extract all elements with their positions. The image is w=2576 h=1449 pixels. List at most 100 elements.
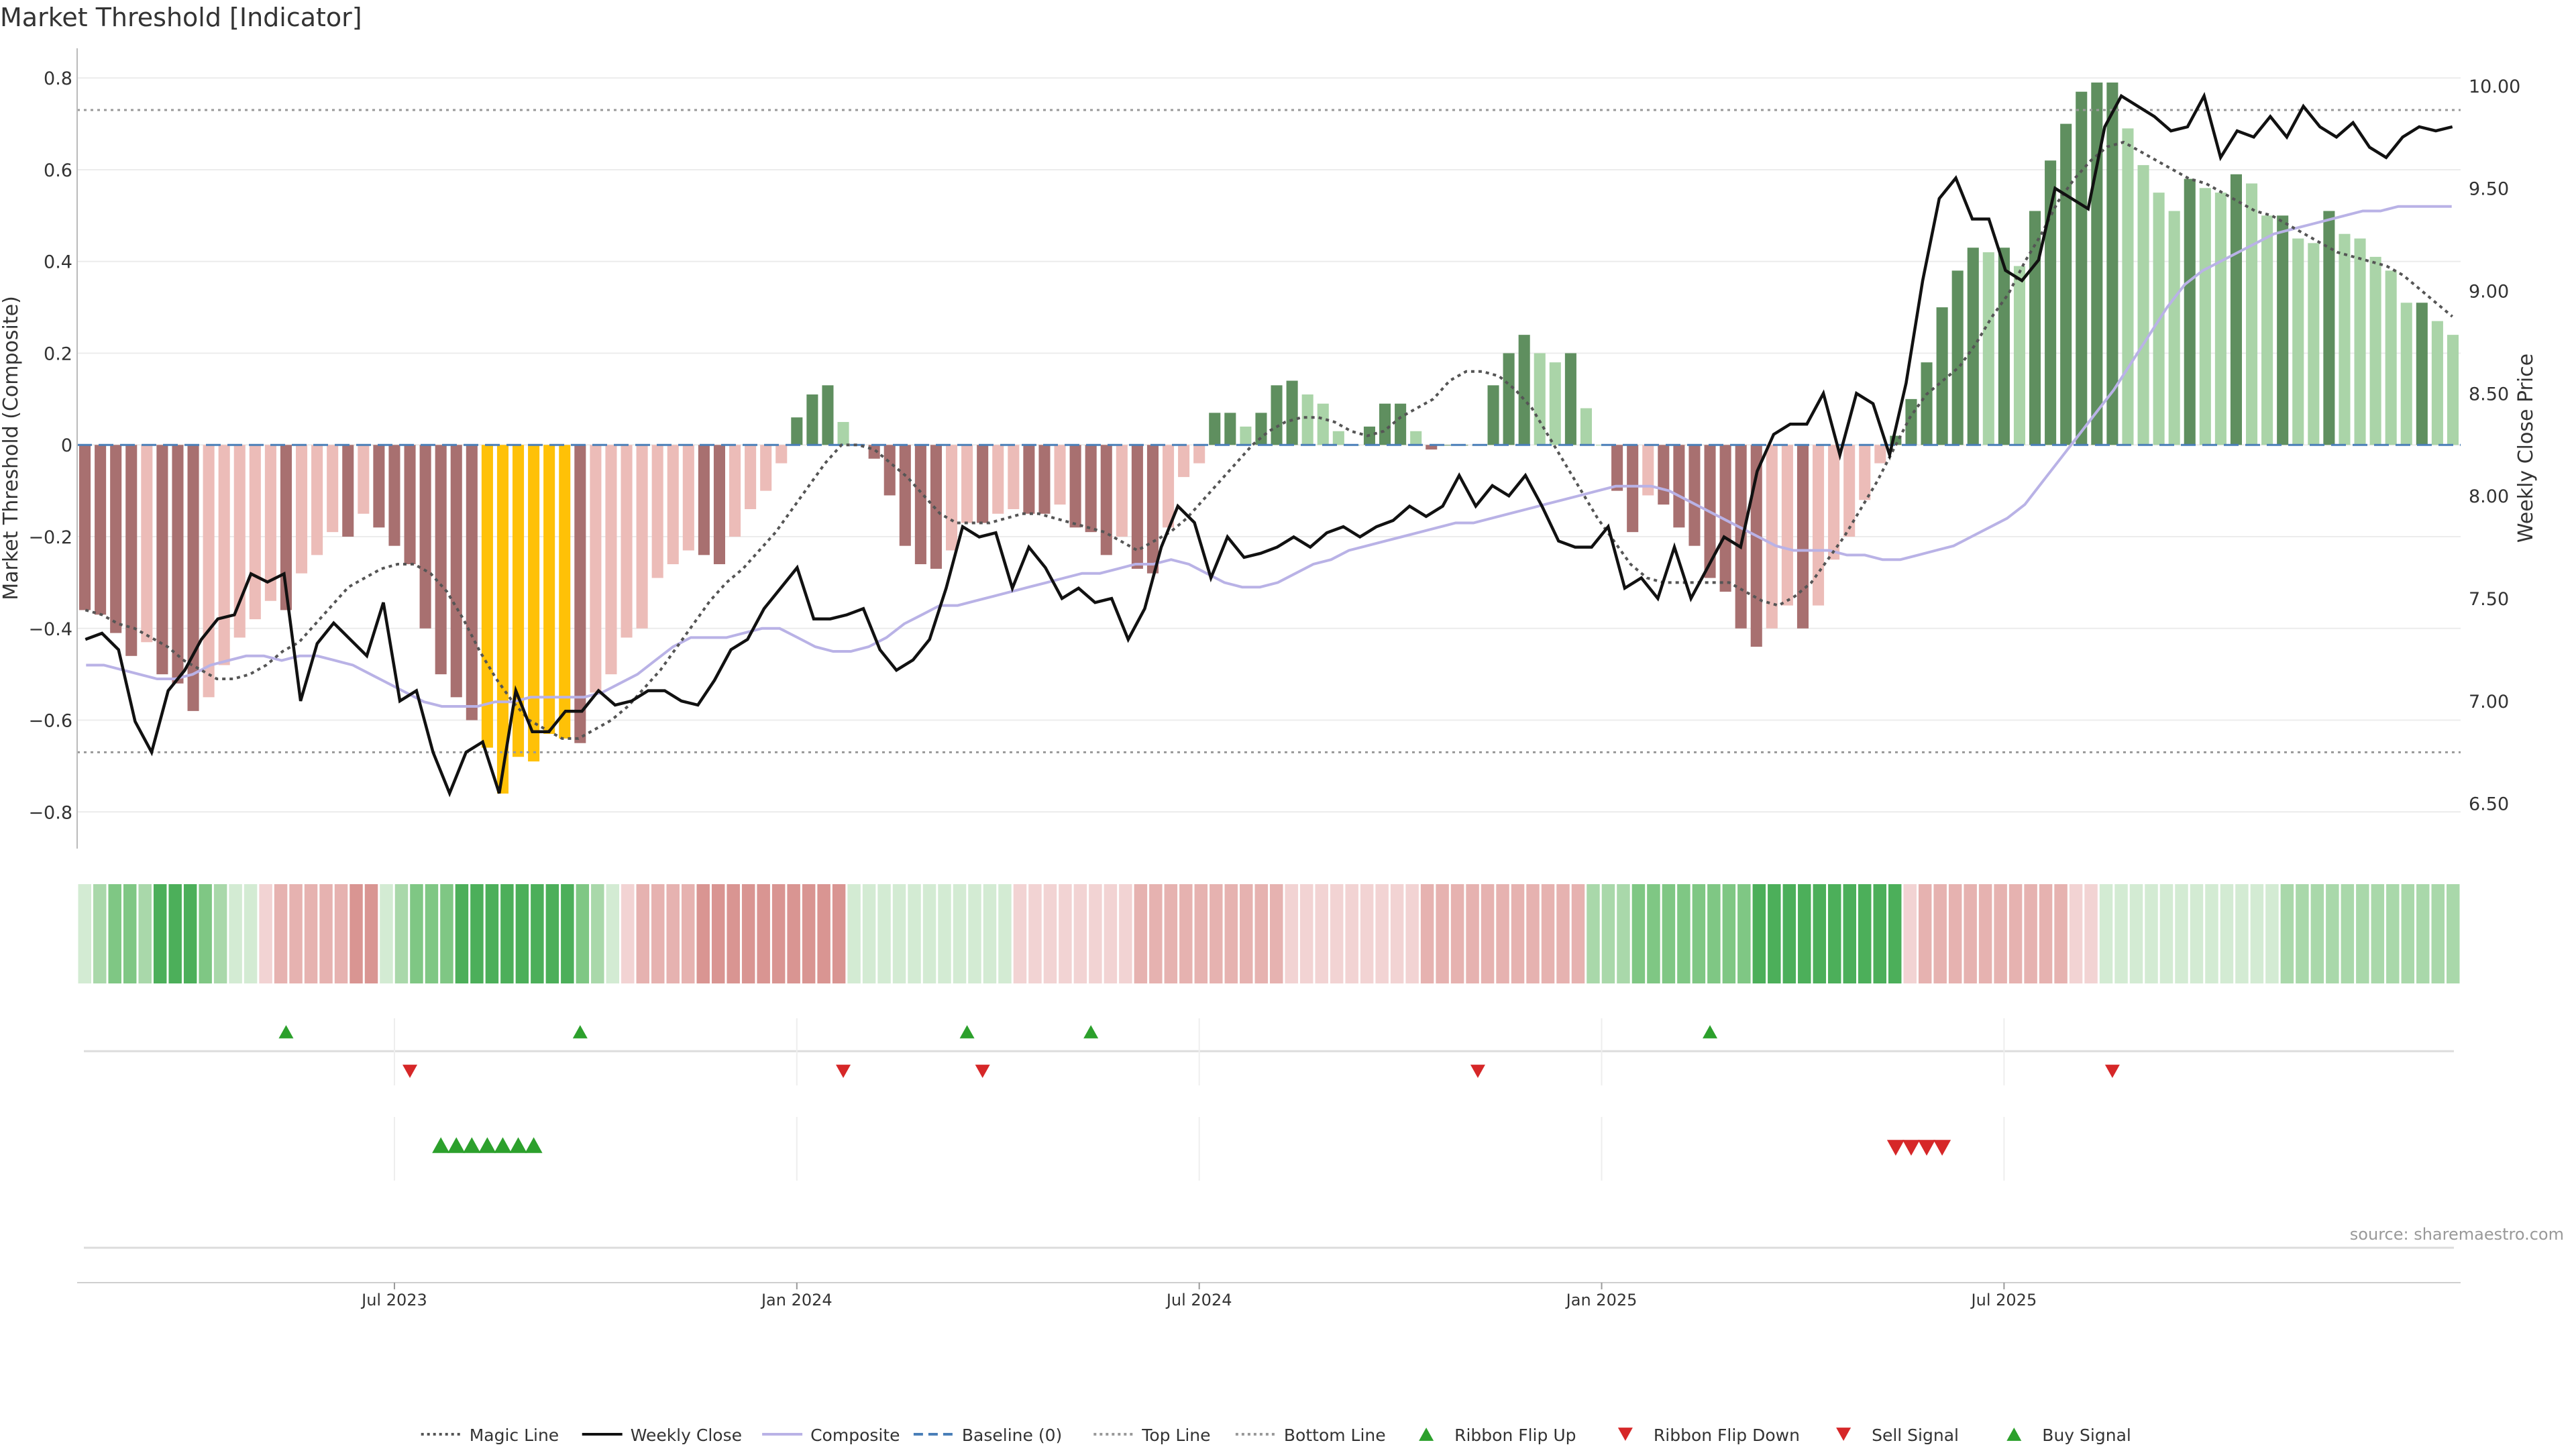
legend-label: Ribbon Flip Up — [1454, 1426, 1576, 1445]
ribbon-cell — [666, 884, 680, 983]
composite-bar — [1951, 270, 1964, 445]
composite-bar — [342, 445, 354, 537]
sell-signal-marker — [1918, 1140, 1936, 1156]
composite-bar — [466, 445, 478, 720]
composite-bar — [775, 445, 788, 464]
composite-bar — [837, 422, 849, 445]
ribbon-cell — [364, 884, 378, 983]
legend-label: Buy Signal — [2042, 1426, 2131, 1445]
ribbon-cell — [877, 884, 891, 983]
ribbon-cell — [394, 884, 409, 983]
composite-bar — [1178, 445, 1190, 478]
composite-bar — [1921, 362, 1933, 445]
ribbon-cell — [2310, 884, 2324, 983]
legend-label: Magic Line — [470, 1426, 559, 1445]
ribbon-strip — [78, 884, 2460, 983]
ribbon-cell — [1224, 884, 1238, 983]
ribbon-cell — [2341, 884, 2355, 983]
ribbon-cell — [696, 884, 710, 983]
ribbon-cell — [771, 884, 786, 983]
ribbon-cell — [350, 884, 363, 983]
composite-bar — [1379, 403, 1391, 445]
buy-signal-marker — [432, 1137, 450, 1153]
ribbon-cell — [2008, 884, 2023, 983]
composite-bar — [2013, 266, 2026, 445]
ribbon-cell — [1149, 884, 1163, 983]
ribbon-cell — [183, 884, 197, 983]
ribbon-flip-down-marker — [402, 1065, 418, 1078]
composite-bar — [2292, 238, 2304, 445]
ribbon-cell — [1390, 884, 1404, 983]
legend-label: Top Line — [1141, 1426, 1210, 1445]
ribbon-cell — [847, 884, 861, 983]
ribbon-cell — [1526, 884, 1540, 983]
composite-bar — [1301, 394, 1313, 445]
ribbon-cell — [1798, 884, 1811, 983]
composite-bar — [651, 445, 663, 578]
composite-bar — [435, 445, 447, 675]
composite-bar — [791, 417, 803, 445]
ribbon-cell — [2220, 884, 2234, 983]
composite-bar — [1936, 307, 1948, 445]
composite-bar — [95, 445, 107, 615]
composite-bar — [1116, 445, 1128, 537]
ribbon-cell — [817, 884, 830, 983]
ribbon-cell — [1330, 884, 1344, 983]
composite-bar — [2416, 303, 2428, 445]
ribbon-cell — [1948, 884, 1962, 983]
composite-bar — [636, 445, 648, 629]
ribbon-cell — [425, 884, 439, 983]
composite-bar — [822, 385, 834, 445]
ribbon-cell — [2099, 884, 2113, 983]
composite-bar — [574, 445, 586, 743]
ribbon-cell — [1587, 884, 1600, 983]
y-tick-label-left: 0 — [61, 435, 72, 456]
composite-bar — [729, 445, 741, 537]
ribbon-cell — [1270, 884, 1283, 983]
ribbon-cell — [938, 884, 951, 983]
right-axis: 6.50 7.00 7.50 8.00 8.50 9.00 9.50 10.00 — [2469, 76, 2520, 815]
composite-bar — [264, 445, 276, 601]
composite-bar — [760, 445, 772, 491]
composite-bar — [1131, 445, 1143, 569]
legend: Magic Line Weekly Close Composite Baseline … — [421, 1426, 2131, 1445]
ribbon-cell — [1873, 884, 1886, 983]
ribbon-cell — [651, 884, 665, 983]
composite-bar — [311, 445, 323, 555]
x-tick-label: Jan 2024 — [760, 1291, 833, 1309]
ribbon-cell — [922, 884, 936, 983]
ribbon-cell — [78, 884, 91, 983]
composite-bar — [1982, 252, 1994, 445]
composite-bar — [2277, 215, 2289, 445]
ribbon-cell — [1013, 884, 1027, 983]
ribbon-cell — [711, 884, 725, 983]
ribbon-cell — [485, 884, 499, 983]
composite-bar — [1410, 431, 1422, 445]
ribbon-cell — [1043, 884, 1057, 983]
legend-label: Weekly Close — [631, 1426, 742, 1445]
ribbon-cell — [1782, 884, 1796, 983]
ribbon-flip-up-marker — [959, 1025, 975, 1038]
ribbon-cell — [229, 884, 242, 983]
ribbon-cell — [1089, 884, 1102, 983]
ribbon-cell — [2114, 884, 2128, 983]
ribbon-cell — [455, 884, 469, 983]
composite-bar — [1426, 445, 1438, 450]
composite-bar — [218, 445, 230, 665]
left-axis: −0.8 −0.6 −0.4 −0.2 0 0.2 0.4 0.6 0.8 — [28, 48, 78, 849]
legend-swatch — [1617, 1428, 1633, 1441]
ribbon-cell — [832, 884, 846, 983]
composite-bar — [930, 445, 943, 569]
composite-bar — [682, 445, 694, 551]
composite-bar — [590, 445, 602, 693]
source-note: source: sharemaestro.com — [2349, 1225, 2564, 1244]
ribbon-cell — [1315, 884, 1328, 983]
ribbon-cell — [606, 884, 620, 983]
composite-bar — [2308, 243, 2320, 445]
composite-bar — [1796, 445, 1809, 629]
composite-bar — [280, 445, 292, 610]
ribbon-cell — [1420, 884, 1434, 983]
ribbon-cell — [2190, 884, 2204, 983]
ribbon-cell — [757, 884, 770, 983]
ribbon-cell — [2326, 884, 2339, 983]
